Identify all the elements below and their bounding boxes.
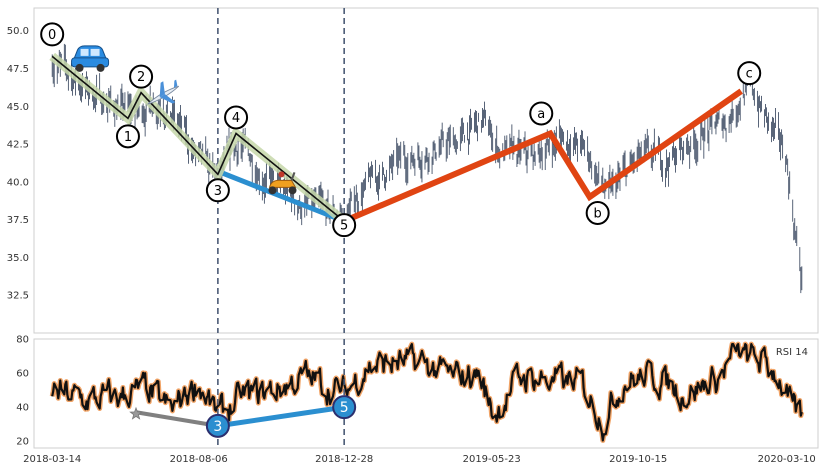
x-tick-label: 2018-08-06 (170, 454, 228, 465)
car-window (80, 48, 89, 56)
correction-label-b-circle (585, 200, 610, 225)
scooter-body (268, 179, 297, 188)
car-wheel (75, 63, 84, 72)
rsi-badge-label: 3 (213, 419, 222, 435)
rsi-gray-segment (135, 410, 219, 428)
price-y-tick-label: 50.0 (7, 26, 29, 37)
correction-label-a-circle (529, 101, 554, 126)
series-layer (49, 43, 805, 443)
price-y-tick-label: 32.5 (7, 291, 29, 302)
wave-label-2-circle (129, 64, 154, 89)
price-y-tick-label: 35.0 (7, 253, 29, 264)
wave-label-4: 4 (232, 111, 240, 126)
wave-label-1: 1 (124, 130, 132, 145)
price-y-tick-label: 37.5 (7, 215, 29, 226)
plane-wing (159, 81, 165, 98)
wave-label-0: 0 (48, 28, 56, 43)
rsi-series-label: RSI 14 (776, 347, 808, 358)
car-icon (71, 45, 110, 72)
correction-label-b: b (594, 206, 602, 221)
x-tick-label: 2019-05-23 (463, 454, 521, 465)
car-wheel (96, 63, 105, 72)
wave-label-3: 3 (214, 184, 222, 199)
wave-label-2: 2 (137, 70, 145, 85)
car-window (90, 48, 100, 56)
price-y-tick-label: 42.5 (7, 140, 29, 151)
price-y-tick-label: 40.0 (7, 177, 29, 188)
rsi-y-tick-label: 80 (16, 335, 29, 346)
rsi-y-tick-label: 40 (16, 403, 29, 414)
plane-tail (173, 79, 178, 88)
rsi-badge-5 (332, 395, 357, 420)
impulse-wave-line (51, 55, 345, 222)
price-y-tick-label: 47.5 (7, 64, 29, 75)
price-panel-frame (33, 7, 819, 334)
wave-label-5-circle (332, 213, 357, 238)
x-tick-label: 2019-10-15 (609, 454, 667, 465)
rsi-badge-3 (205, 413, 230, 438)
rsi-badge-label: 5 (340, 400, 349, 416)
plane-wing (159, 94, 176, 104)
rsi-divergence-line (217, 404, 345, 429)
correction-label-c: c (746, 67, 753, 82)
correction-wave-line (342, 88, 743, 224)
wave-label-5: 5 (340, 219, 348, 234)
correction-label-a: a (537, 107, 545, 122)
rsi-line (51, 343, 803, 442)
x-tick-label: 2018-03-14 (23, 454, 81, 465)
rsi-y-tick-label: 20 (16, 437, 29, 448)
x-tick-label: 2018-12-28 (315, 454, 373, 465)
x-tick-label: 2020-03-10 (758, 454, 816, 465)
wave-label-1-circle (115, 124, 140, 149)
rsi-y-tick-label: 60 (16, 369, 29, 380)
wave-label-3-circle (205, 178, 230, 203)
wave-label-0-circle (40, 22, 65, 47)
scooter-wheel (268, 186, 277, 195)
scooter-rider (278, 171, 285, 178)
rsi-star-marker (129, 406, 143, 420)
label-layer: 2018-03-14 2018-08-06 2018-12-28 2019-05-23… (7, 22, 816, 465)
wave-label-4-circle (224, 105, 249, 130)
scooter-icon (268, 171, 297, 195)
airplane-icon (147, 79, 180, 105)
price-y-tick-label: 45.0 (7, 102, 29, 113)
scooter-wheel (288, 186, 297, 195)
correction-label-c-circle (737, 61, 762, 86)
scooter-handle (290, 171, 296, 181)
trend-line-3-5 (216, 168, 346, 224)
